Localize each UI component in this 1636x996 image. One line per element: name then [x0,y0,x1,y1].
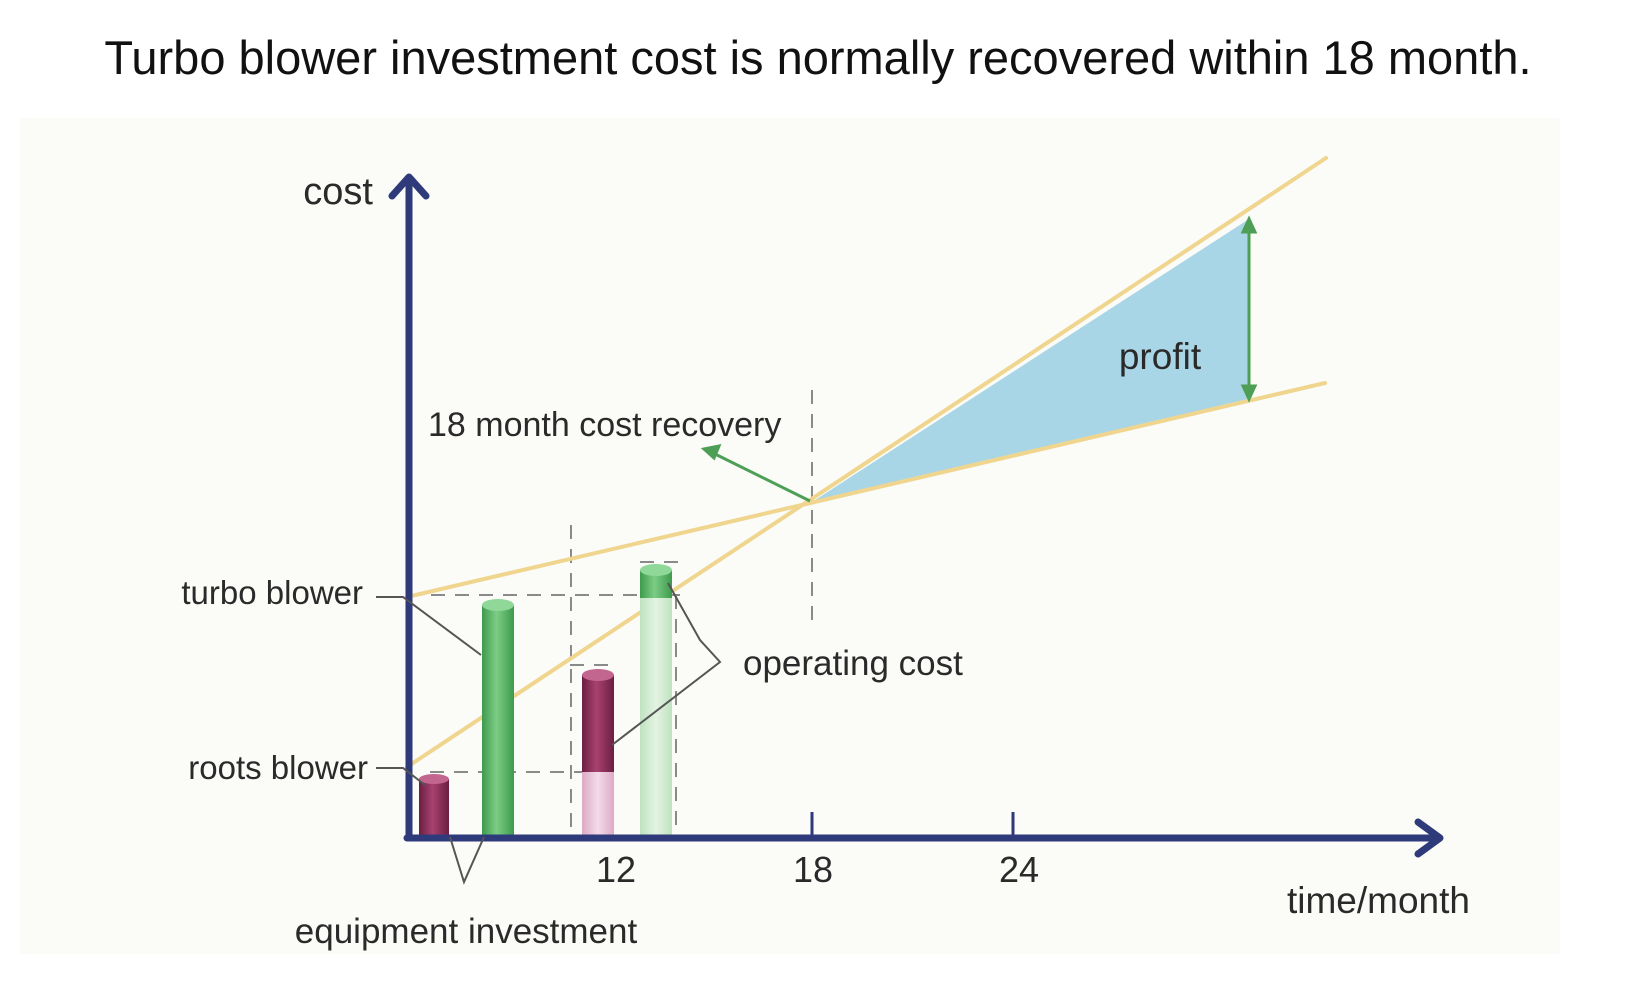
page-title: Turbo blower investment cost is normally… [104,31,1532,84]
cost-lines [405,156,1328,769]
bar-roots-month0 [419,774,449,835]
roots-cost-line [405,156,1328,769]
profit-area [812,219,1249,502]
recovery-arrow [700,443,811,503]
x-tick-label-12: 12 [596,849,636,890]
y-axis-arrowhead [388,173,430,200]
dashed-guides [407,390,813,836]
bar-roots-month12-stack [582,669,614,835]
turbo-blower-leader [376,596,482,656]
bar-roots-month0-cap [419,774,449,784]
bar-turbo-month0-cap [482,599,514,611]
bar-turbo-month12-base [640,598,672,835]
bar-turbo-month0-body [482,605,514,835]
leader-lines [376,582,722,885]
bar-roots-month12-base [582,772,614,835]
equipment-investment-brace [449,836,485,885]
bar-turbo-month12-cap [640,564,672,576]
cost-recovery-label: 18 month cost recovery [428,406,781,444]
bar-turbo-month12-stack [640,564,672,835]
diagram-background [20,118,1560,954]
bar-turbo-month0 [482,599,514,835]
bar-roots-month12-cap [582,669,614,681]
equipment-investment-label: equipment investment [295,912,638,951]
profit-label: profit [1119,336,1202,377]
profit-arrow [1240,215,1258,403]
bar-roots-month12-body [582,675,614,772]
y-axis-label: cost [303,171,373,213]
roots-blower-label: roots blower [188,749,368,786]
x-ticks [810,812,1015,838]
x-axis-arrowhead [1414,818,1444,858]
bar-roots-month0-body [419,779,449,835]
x-axis-label: time/month [1287,880,1470,921]
turbo-cost-line [405,381,1327,599]
x-tick-label-24: 24 [999,849,1039,890]
axes [388,173,1444,858]
turbo-blower-label: turbo blower [181,574,363,611]
operating-cost-label: operating cost [743,644,963,683]
roots-blower-leader [376,767,426,786]
x-tick-label-18: 18 [793,849,833,890]
operating-cost-brace [611,582,722,746]
